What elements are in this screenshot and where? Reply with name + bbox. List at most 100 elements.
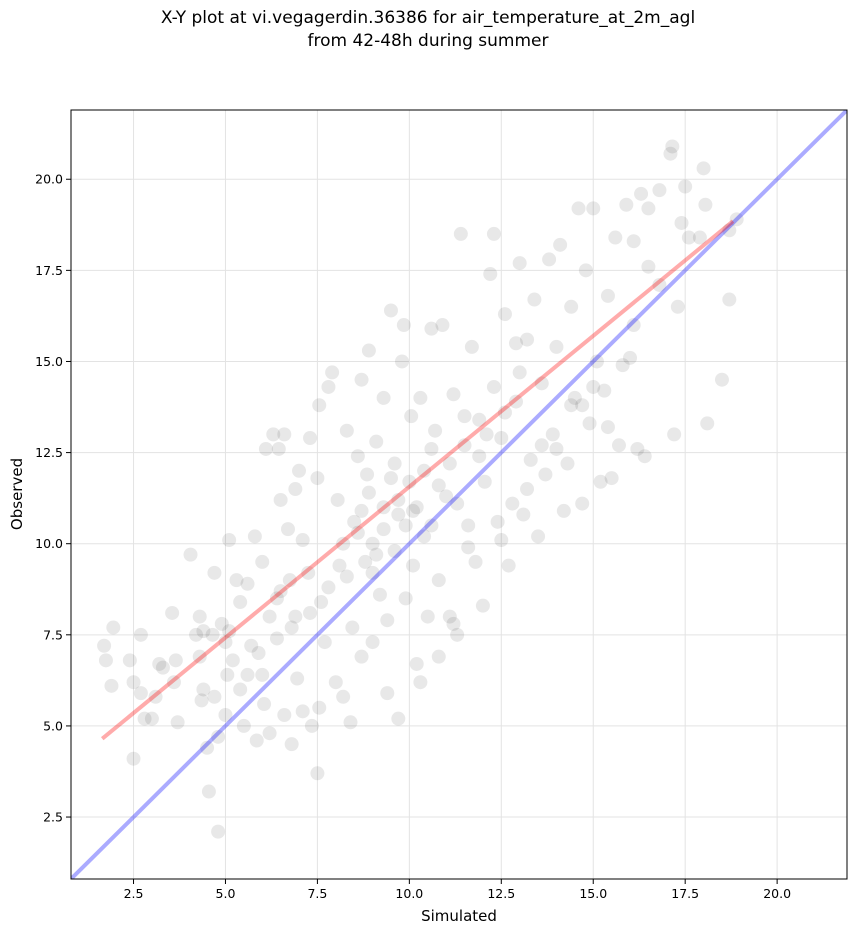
data-point [271, 441, 286, 456]
data-point [468, 554, 483, 569]
data-point [424, 321, 439, 336]
data-point [652, 183, 667, 198]
data-point [387, 456, 402, 471]
data-point [255, 667, 270, 682]
data-point [520, 332, 535, 347]
data-point [218, 707, 233, 722]
data-point [358, 554, 373, 569]
data-point [192, 609, 207, 624]
data-point [166, 675, 181, 690]
data-point [325, 365, 340, 380]
data-point [398, 591, 413, 606]
data-point [424, 518, 439, 533]
data-point [196, 682, 211, 697]
data-point [520, 482, 535, 497]
data-point [273, 492, 288, 507]
data-point [380, 686, 395, 701]
data-point [431, 573, 446, 588]
data-point [183, 547, 198, 562]
data-point [301, 565, 316, 580]
data-point [464, 339, 479, 354]
data-point [461, 540, 476, 555]
data-point [133, 627, 148, 642]
data-point [290, 671, 305, 686]
data-point [330, 492, 345, 507]
data-point [258, 441, 273, 456]
data-point [670, 299, 685, 314]
data-point [461, 518, 476, 533]
data-point [361, 485, 376, 500]
data-point [277, 707, 292, 722]
data-point [257, 697, 272, 712]
data-point [501, 558, 516, 573]
data-point [137, 711, 152, 726]
data-point [479, 427, 494, 442]
data-point [681, 230, 696, 245]
data-point [509, 336, 524, 351]
data-point [582, 416, 597, 431]
data-point [600, 288, 615, 303]
data-point [394, 354, 409, 369]
data-point [98, 653, 113, 668]
data-point [310, 766, 325, 781]
data-point [380, 613, 395, 628]
data-point [615, 358, 630, 373]
data-point [152, 656, 167, 671]
data-point [365, 635, 380, 650]
y-tick-label: 20.0 [35, 172, 63, 187]
data-point [634, 186, 649, 201]
data-point [404, 409, 419, 424]
data-point [133, 686, 148, 701]
data-point [262, 609, 277, 624]
data-point [345, 620, 360, 635]
data-point [442, 456, 457, 471]
data-point [409, 656, 424, 671]
y-axis-ticks: 2.5 5.0 7.5 10.0 12.5 15.0 17.5 20.0 [35, 172, 71, 825]
data-point [303, 431, 318, 446]
data-point [106, 620, 121, 635]
x-axis-label: Simulated [421, 907, 497, 925]
data-point [442, 609, 457, 624]
data-point [652, 277, 667, 292]
data-point [222, 533, 237, 548]
data-point [417, 529, 432, 544]
data-point [126, 751, 141, 766]
plot-frame [70, 109, 848, 880]
data-point [104, 678, 119, 693]
data-point [608, 230, 623, 245]
data-point [722, 223, 737, 238]
fit-line [100, 219, 735, 741]
data-point [619, 197, 634, 212]
data-point [354, 372, 369, 387]
data-point [420, 609, 435, 624]
data-point [534, 438, 549, 453]
x-tick-label: 17.5 [671, 886, 699, 901]
data-point [354, 503, 369, 518]
data-point [220, 667, 235, 682]
data-point [269, 591, 284, 606]
data-point [571, 201, 586, 216]
data-point [222, 624, 237, 639]
data-point [586, 379, 601, 394]
data-point [453, 226, 468, 241]
data-point [350, 449, 365, 464]
data-point [229, 573, 244, 588]
data-point [365, 565, 380, 580]
data-point [483, 267, 498, 282]
data-point [700, 416, 715, 431]
data-point [376, 522, 391, 537]
data-point [295, 533, 310, 548]
data-point [321, 580, 336, 595]
data-point [698, 197, 713, 212]
data-point [205, 627, 220, 642]
data-point [284, 737, 299, 752]
data-point [144, 711, 159, 726]
data-point [383, 303, 398, 318]
data-point [589, 354, 604, 369]
data-point [233, 682, 248, 697]
data-point [409, 500, 424, 515]
data-point [556, 503, 571, 518]
data-point [417, 463, 432, 478]
data-point [490, 514, 505, 529]
data-point [244, 638, 259, 653]
